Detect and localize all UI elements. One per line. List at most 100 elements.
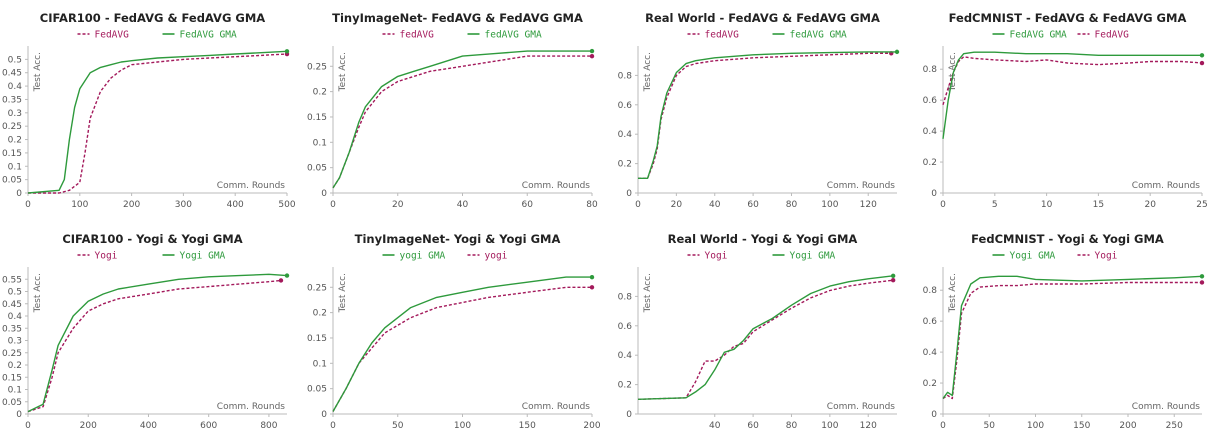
y-tick-label: 0.2 — [8, 361, 22, 371]
y-tick-label: 0 — [931, 410, 937, 420]
chart-svg: CIFAR100 - FedAVG & FedAVG GMA FedAVG FedA… — [2, 11, 296, 210]
chart-panel: FedCMNIST - FedAVG & FedAVG GMA FedAVG GM… — [915, 0, 1220, 221]
series-line — [28, 53, 288, 194]
chart-svg: TinyImageNet- FedAVG & FedAVG GMA fedAVG f… — [307, 11, 598, 210]
series-end-point — [894, 49, 900, 55]
series-line — [942, 275, 1203, 399]
x-tick-label: 20 — [392, 200, 404, 210]
y-tick-label: 0.2 — [313, 88, 327, 98]
y-tick-label: 0.2 — [618, 381, 632, 391]
chart-panel: FedCMNIST - Yogi & Yogi GMA Yogi GMA Yogi 0… — [915, 221, 1220, 442]
y-tick-label: 0.6 — [618, 322, 633, 332]
legend-label: Yogi GMA — [790, 251, 836, 262]
x-tick-label: 0 — [940, 200, 946, 210]
x-axis-label: Comm. Rounds — [522, 181, 591, 191]
x-tick-label: 300 — [175, 200, 192, 210]
chart-svg: Real World - FedAVG & FedAVG GMA fedAVG fe… — [618, 11, 900, 210]
chart-title: FedCMNIST - Yogi & Yogi GMA — [971, 232, 1164, 246]
y-tick-label: 0.4 — [618, 351, 633, 361]
y-tick-label: 0.05 — [2, 176, 22, 186]
legend-label: Yogi — [705, 251, 728, 262]
series-end-point — [589, 285, 595, 290]
y-tick-label: 0.1 — [8, 386, 22, 396]
x-tick-label: 20 — [1144, 200, 1156, 210]
series-end-point — [1199, 53, 1205, 58]
x-tick-label: 0 — [940, 421, 946, 431]
x-tick-label: 800 — [260, 421, 277, 431]
y-tick-label: 0 — [16, 410, 22, 420]
y-tick-label: 0.55 — [2, 275, 22, 285]
x-tick-label: 200 — [583, 421, 600, 431]
series-end-point — [284, 49, 290, 54]
x-tick-label: 120 — [860, 421, 877, 431]
x-tick-label: 400 — [227, 200, 244, 210]
legend-label: Yogi — [95, 251, 118, 262]
series-line — [638, 51, 897, 180]
y-tick-label: 0.35 — [2, 324, 22, 334]
y-tick-label: 0.45 — [2, 69, 22, 79]
x-tick-label: 60 — [522, 200, 534, 210]
chart-title: CIFAR100 - Yogi & Yogi GMA — [62, 232, 242, 246]
chart-panel: Real World - Yogi & Yogi GMA Yogi Yogi GMA… — [610, 221, 915, 442]
y-tick-label: 0.6 — [923, 96, 938, 106]
legend-label: yogi GMA — [400, 251, 446, 262]
x-tick-label: 40 — [709, 200, 721, 210]
x-tick-label: 80 — [586, 200, 598, 210]
y-tick-label: 0.15 — [2, 373, 22, 383]
series-line — [332, 276, 592, 412]
x-tick-label: 60 — [747, 421, 759, 431]
chart-panel: Real World - FedAVG & FedAVG GMA fedAVG fe… — [610, 0, 915, 221]
series-line — [637, 275, 894, 400]
chart-title: TinyImageNet- Yogi & Yogi GMA — [355, 232, 561, 246]
y-tick-label: 0.15 — [2, 149, 22, 159]
series-line — [332, 286, 592, 412]
x-axis-label: Comm. Rounds — [1132, 402, 1201, 412]
series-line — [332, 50, 592, 189]
y-tick-label: 0.3 — [8, 337, 22, 347]
y-tick-label: 0.4 — [923, 127, 938, 137]
x-axis-label: Comm. Rounds — [827, 402, 896, 412]
y-tick-label: 0 — [931, 189, 937, 199]
legend-label: fedAVG GMA — [485, 30, 542, 41]
x-tick-label: 100 — [71, 200, 88, 210]
y-tick-label: 0.1 — [313, 138, 327, 148]
y-tick-label: 0.05 — [307, 385, 327, 395]
legend-label: FedAVG GMA — [180, 30, 237, 41]
chart-title: CIFAR100 - FedAVG & FedAVG GMA — [40, 11, 265, 25]
x-tick-label: 150 — [1073, 421, 1090, 431]
x-tick-label: 40 — [709, 421, 721, 431]
y-tick-label: 0.35 — [2, 95, 22, 105]
chart-svg: Real World - Yogi & Yogi GMA Yogi Yogi GMA… — [618, 232, 897, 431]
x-tick-label: 15 — [1093, 200, 1104, 210]
x-tick-label: 0 — [25, 421, 31, 431]
y-tick-label: 0 — [626, 410, 632, 420]
y-tick-label: 0.3 — [8, 109, 22, 119]
y-tick-label: 0 — [626, 189, 632, 199]
x-tick-label: 120 — [860, 200, 877, 210]
y-tick-label: 0.2 — [313, 309, 327, 319]
x-axis-label: Comm. Rounds — [522, 402, 591, 412]
x-tick-label: 250 — [1166, 421, 1183, 431]
chart-panel: CIFAR100 - Yogi & Yogi GMA Yogi Yogi GMA 0 2… — [0, 221, 305, 442]
series-line — [332, 55, 592, 189]
series-line — [27, 279, 282, 413]
legend-label: Yogi — [1095, 251, 1118, 262]
chart-panel: TinyImageNet- FedAVG & FedAVG GMA fedAVG f… — [305, 0, 610, 221]
x-tick-label: 0 — [330, 200, 336, 210]
y-tick-label: 0.4 — [8, 82, 23, 92]
y-tick-label: 0.5 — [8, 55, 22, 65]
y-axis-label: Test Acc. — [643, 273, 653, 313]
x-tick-label: 600 — [200, 421, 217, 431]
series-line — [637, 279, 894, 400]
chart-svg: FedCMNIST - FedAVG & FedAVG GMA FedAVG GM… — [923, 11, 1208, 210]
y-tick-label: 0.05 — [2, 398, 22, 408]
series-end-point — [1199, 274, 1205, 279]
x-tick-label: 25 — [1196, 200, 1207, 210]
y-tick-label: 0.8 — [923, 286, 938, 296]
y-tick-label: 0.15 — [307, 113, 327, 123]
series-end-point — [284, 273, 290, 278]
x-tick-label: 50 — [392, 421, 404, 431]
x-tick-label: 500 — [278, 200, 295, 210]
series-line — [942, 281, 1202, 400]
